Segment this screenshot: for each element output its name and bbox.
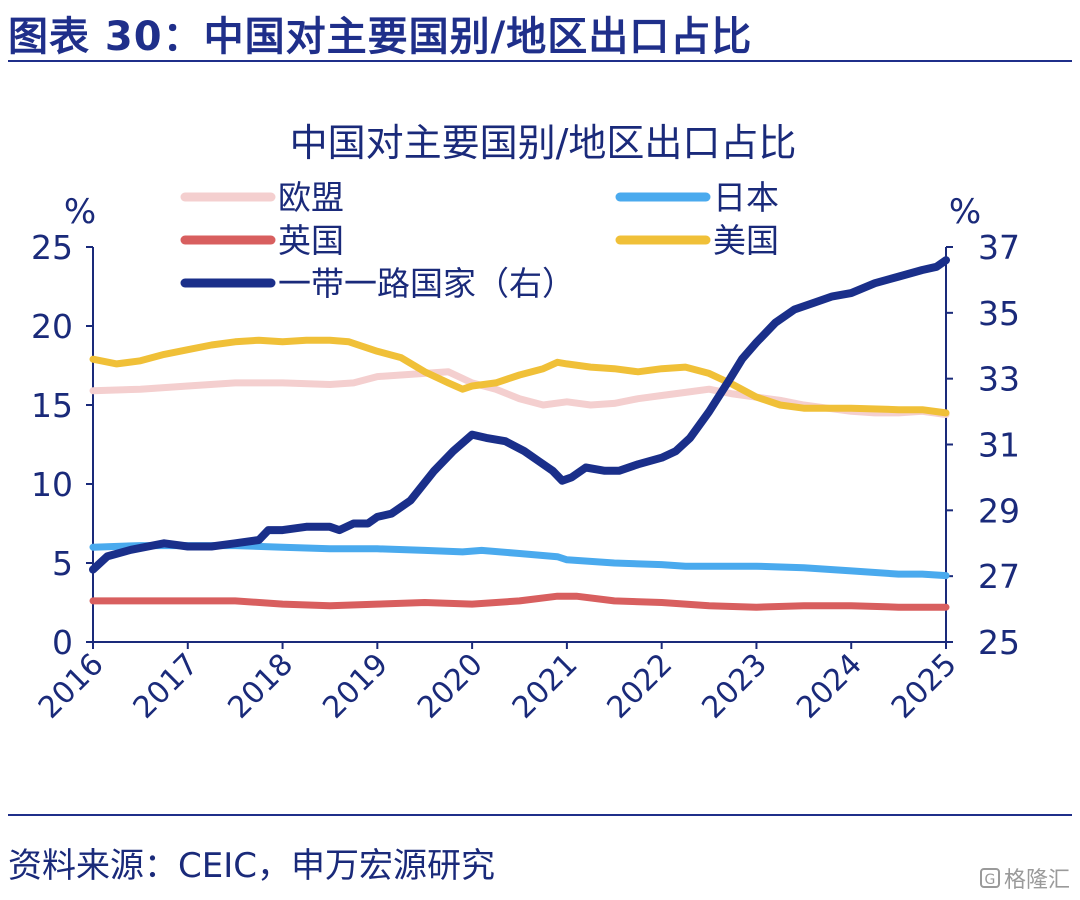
right-y-tick-label: 33	[978, 360, 1020, 399]
left-y-tick-label: 5	[52, 544, 73, 583]
legend-label-uk: 英国	[278, 221, 344, 260]
legend-label-eu: 欧盟	[278, 178, 344, 217]
legend-label-us: 美国	[713, 221, 779, 260]
right-y-tick-label: 27	[978, 557, 1020, 596]
bottom-rule	[8, 814, 1072, 816]
x-tick-label: 2023	[695, 647, 774, 726]
left-axis-unit: %	[64, 192, 96, 232]
series-layer	[89, 256, 950, 611]
watermark-text: 格隆汇	[1003, 868, 1070, 893]
right-y-tick-label: 37	[978, 228, 1020, 267]
right-y-tick-label: 31	[978, 426, 1020, 465]
x-tick-label: 2021	[506, 647, 585, 726]
watermark-logo-icon: G	[979, 868, 1000, 888]
series-line-belt-road	[89, 256, 950, 574]
x-tick-label: 2022	[601, 647, 680, 726]
series-line-us	[89, 336, 950, 417]
line-chart: 中国对主要国别/地区出口占比 % % 051015202525272931333…	[31, 121, 1020, 726]
right-y-tick-label: 35	[978, 294, 1020, 333]
x-tick-label: 2020	[411, 647, 490, 726]
right-y-tick-label: 29	[978, 491, 1020, 530]
left-y-tick-label: 0	[52, 623, 73, 662]
series-line-uk	[89, 592, 950, 611]
figure-title: 图表 30：中国对主要国别/地区出口占比	[8, 14, 753, 60]
watermark: G 格隆汇	[979, 862, 1070, 894]
chart-title: 中国对主要国别/地区出口占比	[290, 121, 797, 165]
left-y-tick-label: 10	[31, 465, 73, 504]
x-tick-label: 2024	[790, 647, 869, 726]
series-line-japan	[89, 542, 950, 580]
x-tick-label: 2018	[221, 647, 300, 726]
top-rule	[8, 60, 1072, 62]
legend-label-japan: 日本	[713, 178, 779, 217]
left-y-tick-label: 25	[31, 228, 73, 267]
source-note: 资料来源：CEIC，申万宏源研究	[8, 846, 495, 886]
left-y-tick-label: 20	[31, 307, 73, 346]
left-y-tick-label: 15	[31, 386, 73, 425]
legend-label-belt-road: 一带一路国家（右）	[278, 264, 575, 303]
x-tick-label: 2017	[127, 647, 206, 726]
x-tick-label: 2025	[885, 647, 964, 726]
x-tick-label: 2019	[316, 647, 395, 726]
right-axis-unit: %	[949, 192, 981, 232]
right-y-tick-label: 25	[978, 623, 1020, 662]
